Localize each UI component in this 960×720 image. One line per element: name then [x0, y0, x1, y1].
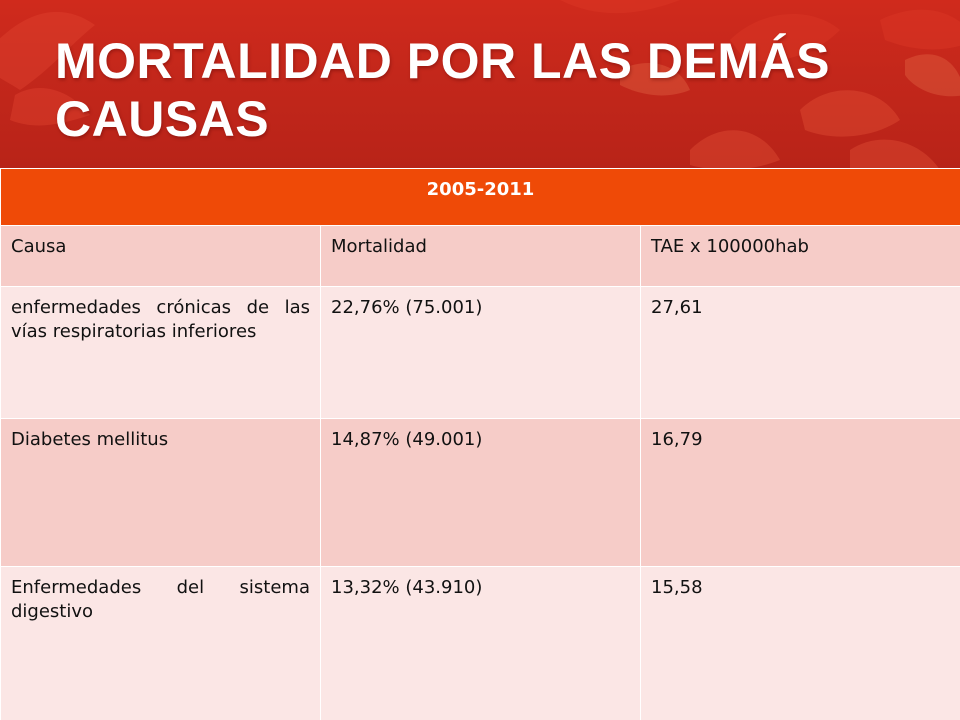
cell-tae: 15,58	[640, 566, 960, 720]
table-row: Diabetes mellitus 14,87% (49.001) 16,79	[0, 418, 960, 567]
cell-causa: enfermedades crónicas de las vías respir…	[0, 286, 321, 419]
cell-tae: 16,79	[640, 418, 960, 567]
cell-causa: Enfermedades del sistema digestivo	[0, 566, 321, 720]
autumn-leaves-background	[0, 0, 960, 170]
cell-causa: Diabetes mellitus	[0, 418, 321, 567]
column-header-causa: Causa	[0, 225, 321, 287]
mortality-table-container: 2005-2011 Causa Mortalidad TAE x 100000h…	[0, 168, 960, 720]
cell-tae: 27,61	[640, 286, 960, 419]
column-header-row: Causa Mortalidad TAE x 100000hab	[0, 225, 960, 287]
column-header-tae: TAE x 100000hab	[640, 225, 960, 287]
table-row: enfermedades crónicas de las vías respir…	[0, 286, 960, 419]
mortality-table: 2005-2011 Causa Mortalidad TAE x 100000h…	[0, 168, 960, 720]
slide-title: MORTALIDAD POR LAS DEMÁS CAUSAS	[55, 33, 830, 147]
title-banner: MORTALIDAD POR LAS DEMÁS CAUSAS	[0, 0, 960, 170]
period-header-row: 2005-2011	[0, 168, 960, 226]
cell-mortalidad: 13,32% (43.910)	[320, 566, 641, 720]
cell-mortalidad: 14,87% (49.001)	[320, 418, 641, 567]
cell-mortalidad: 22,76% (75.001)	[320, 286, 641, 419]
period-header: 2005-2011	[0, 168, 960, 226]
table-row: Enfermedades del sistema digestivo 13,32…	[0, 566, 960, 720]
column-header-mortalidad: Mortalidad	[320, 225, 641, 287]
